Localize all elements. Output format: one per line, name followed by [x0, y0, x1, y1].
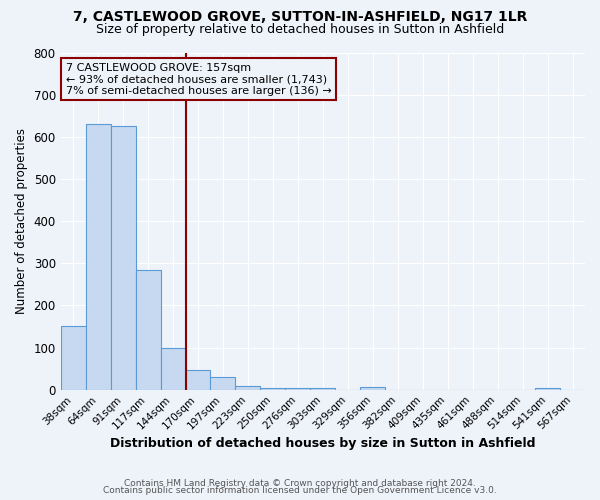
Y-axis label: Number of detached properties: Number of detached properties: [15, 128, 28, 314]
Bar: [235, 386, 260, 390]
Bar: [211, 377, 235, 390]
Bar: [185, 370, 211, 390]
Bar: [360, 387, 385, 390]
Bar: [136, 270, 161, 390]
Text: Size of property relative to detached houses in Sutton in Ashfield: Size of property relative to detached ho…: [96, 22, 504, 36]
Text: 7 CASTLEWOOD GROVE: 157sqm
← 93% of detached houses are smaller (1,743)
7% of se: 7 CASTLEWOOD GROVE: 157sqm ← 93% of deta…: [66, 62, 332, 96]
Bar: [86, 124, 110, 390]
Bar: [310, 388, 335, 390]
X-axis label: Distribution of detached houses by size in Sutton in Ashfield: Distribution of detached houses by size …: [110, 437, 536, 450]
Text: Contains public sector information licensed under the Open Government Licence v3: Contains public sector information licen…: [103, 486, 497, 495]
Text: 7, CASTLEWOOD GROVE, SUTTON-IN-ASHFIELD, NG17 1LR: 7, CASTLEWOOD GROVE, SUTTON-IN-ASHFIELD,…: [73, 10, 527, 24]
Bar: [535, 388, 560, 390]
Bar: [286, 388, 310, 390]
Bar: [61, 326, 86, 390]
Bar: [260, 388, 286, 390]
Text: Contains HM Land Registry data © Crown copyright and database right 2024.: Contains HM Land Registry data © Crown c…: [124, 478, 476, 488]
Bar: [110, 126, 136, 390]
Bar: [161, 348, 185, 390]
